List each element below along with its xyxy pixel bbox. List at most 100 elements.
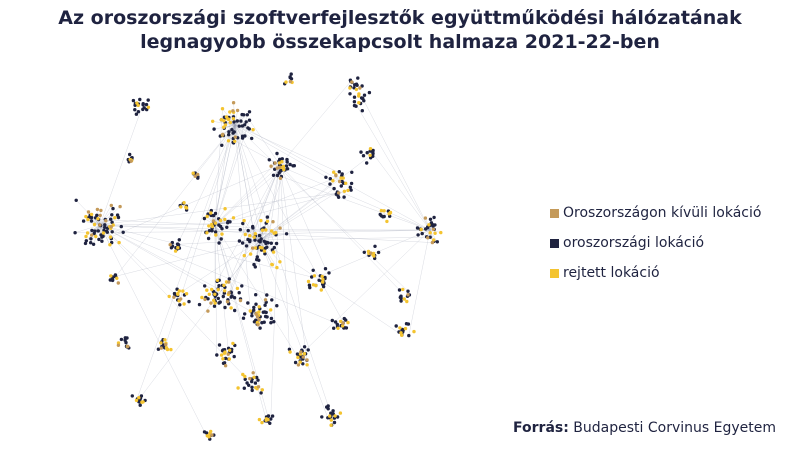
network-node bbox=[287, 347, 292, 351]
network-node bbox=[83, 241, 88, 246]
network-node bbox=[121, 230, 125, 234]
network-node bbox=[367, 90, 372, 95]
network-node bbox=[172, 291, 177, 296]
network-node bbox=[420, 231, 424, 236]
network-node bbox=[262, 320, 266, 324]
network-node bbox=[217, 284, 221, 288]
network-node bbox=[248, 376, 252, 381]
network-node bbox=[209, 301, 213, 305]
network-node bbox=[329, 423, 333, 427]
network-node bbox=[332, 326, 336, 330]
network-node bbox=[255, 257, 259, 262]
network-node bbox=[251, 128, 255, 132]
network-node bbox=[270, 414, 275, 418]
network-node bbox=[253, 232, 257, 236]
network-node bbox=[354, 87, 359, 92]
network-node bbox=[250, 136, 254, 141]
network-node bbox=[415, 226, 420, 230]
network-node bbox=[252, 375, 256, 379]
network-node bbox=[207, 224, 211, 228]
network-node bbox=[93, 229, 97, 233]
network-node bbox=[360, 109, 364, 113]
network-node bbox=[217, 301, 221, 305]
source-note: Forrás: Budapesti Corvinus Egyetem bbox=[513, 420, 776, 436]
network-node bbox=[349, 188, 353, 192]
network-node bbox=[339, 176, 343, 180]
network-node bbox=[398, 295, 402, 300]
network-node bbox=[326, 407, 330, 411]
network-node bbox=[336, 326, 340, 330]
network-node bbox=[265, 315, 269, 319]
network-node bbox=[288, 350, 292, 354]
network-node bbox=[239, 119, 243, 123]
network-node bbox=[206, 236, 211, 241]
network-node bbox=[317, 278, 321, 282]
network-node bbox=[215, 353, 219, 357]
network-node bbox=[173, 249, 178, 253]
network-node bbox=[237, 124, 241, 128]
network-node bbox=[213, 292, 217, 296]
network-node bbox=[432, 238, 436, 242]
network-node bbox=[179, 297, 183, 301]
network-node bbox=[240, 284, 244, 288]
network-node bbox=[146, 98, 150, 102]
network-node bbox=[284, 80, 288, 84]
network-node bbox=[352, 95, 357, 99]
network-node bbox=[167, 294, 171, 299]
network-node bbox=[202, 216, 207, 221]
network-node bbox=[340, 172, 344, 176]
network-node bbox=[264, 228, 268, 232]
network-node bbox=[179, 205, 183, 209]
network-node bbox=[213, 301, 217, 305]
network-node bbox=[399, 299, 403, 303]
network-node bbox=[431, 227, 436, 231]
network-node bbox=[273, 161, 277, 165]
network-node bbox=[256, 323, 260, 327]
network-node bbox=[146, 105, 151, 109]
network-node bbox=[250, 314, 254, 318]
network-node bbox=[202, 430, 207, 434]
network-node bbox=[256, 378, 260, 382]
network-node bbox=[263, 246, 267, 251]
network-node bbox=[245, 113, 249, 117]
network-node bbox=[344, 318, 348, 322]
network-node bbox=[311, 268, 315, 272]
network-node bbox=[397, 288, 402, 292]
network-node bbox=[382, 214, 386, 219]
network-node bbox=[288, 162, 292, 167]
network-node bbox=[207, 229, 212, 233]
network-node bbox=[240, 124, 245, 128]
network-node bbox=[119, 224, 123, 229]
network-node bbox=[241, 221, 245, 226]
network-node bbox=[223, 350, 227, 354]
network-node bbox=[350, 170, 354, 174]
network-node bbox=[401, 287, 405, 292]
network-node bbox=[346, 320, 350, 325]
network-node bbox=[116, 343, 121, 347]
legend-label-hidden: rejtett lokáció bbox=[563, 265, 660, 281]
legend-swatch-russia bbox=[550, 238, 559, 248]
network-node bbox=[231, 131, 235, 135]
network-node bbox=[247, 110, 252, 114]
legend-swatch-hidden bbox=[550, 268, 559, 278]
network-node bbox=[254, 302, 258, 306]
network-node bbox=[163, 338, 167, 342]
network-node bbox=[92, 222, 97, 227]
network-node bbox=[217, 343, 222, 347]
network-node bbox=[246, 228, 250, 233]
network-node bbox=[426, 236, 430, 240]
network-node bbox=[221, 357, 225, 361]
network-node bbox=[181, 289, 185, 293]
network-node bbox=[268, 421, 272, 425]
network-node bbox=[236, 386, 240, 390]
network-node bbox=[213, 211, 218, 216]
source-label: Forrás: bbox=[513, 420, 569, 436]
network-node bbox=[232, 296, 237, 300]
network-node bbox=[398, 326, 402, 330]
network-node bbox=[267, 158, 271, 162]
network-node bbox=[270, 229, 274, 233]
network-node bbox=[259, 218, 263, 223]
network-node bbox=[371, 148, 375, 153]
network-node bbox=[394, 324, 398, 328]
network-node bbox=[288, 79, 293, 84]
